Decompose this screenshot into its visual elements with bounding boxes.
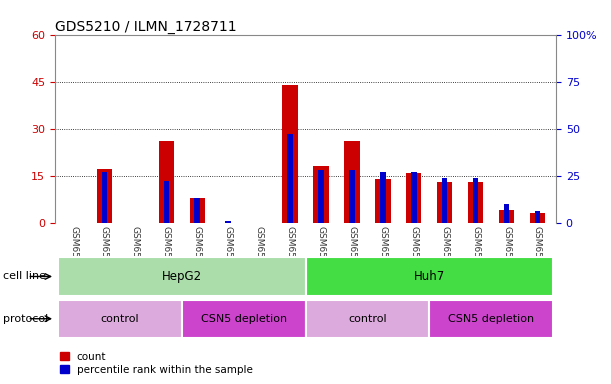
Text: control: control	[348, 314, 387, 324]
Bar	[437, 182, 452, 223]
Text: GSM651297: GSM651297	[471, 227, 480, 281]
Text: Huh7: Huh7	[414, 270, 445, 283]
Bar	[503, 204, 510, 223]
Text: CSN5 depletion: CSN5 depletion	[448, 314, 534, 324]
Text: GSM651294: GSM651294	[378, 227, 387, 281]
Text: GSM651296: GSM651296	[440, 227, 449, 281]
Bar	[349, 170, 354, 223]
Bar	[101, 172, 108, 223]
Bar	[468, 182, 483, 223]
Text: GSM651290: GSM651290	[255, 227, 263, 281]
Bar	[189, 198, 205, 223]
Text: GSM651295: GSM651295	[409, 227, 419, 281]
Bar	[530, 214, 545, 223]
Text: GSM651292: GSM651292	[316, 227, 326, 281]
Text: GDS5210 / ILMN_1728711: GDS5210 / ILMN_1728711	[55, 20, 236, 33]
Text: GSM651298: GSM651298	[502, 227, 511, 281]
Text: GSM651284: GSM651284	[69, 227, 78, 281]
Bar	[182, 300, 306, 338]
Bar	[473, 177, 478, 223]
Bar	[282, 85, 298, 223]
Bar	[429, 300, 553, 338]
Bar	[306, 300, 429, 338]
Bar	[287, 134, 293, 223]
Bar	[97, 169, 112, 223]
Bar	[442, 177, 447, 223]
Bar	[499, 210, 514, 223]
Bar	[380, 172, 386, 223]
Bar	[318, 170, 324, 223]
Text: GSM651287: GSM651287	[162, 227, 171, 281]
Bar	[306, 257, 553, 296]
Text: cell line: cell line	[3, 271, 46, 281]
Text: GSM651285: GSM651285	[100, 227, 109, 281]
Legend: count, percentile rank within the sample: count, percentile rank within the sample	[60, 352, 253, 375]
Text: GSM651299: GSM651299	[533, 227, 542, 281]
Text: GSM651291: GSM651291	[285, 227, 295, 281]
Bar	[225, 221, 231, 223]
Bar	[535, 212, 540, 223]
Bar	[406, 172, 422, 223]
Bar	[159, 141, 174, 223]
Text: control: control	[101, 314, 139, 324]
Text: GSM651286: GSM651286	[131, 227, 140, 281]
Bar	[194, 198, 200, 223]
Bar	[375, 179, 390, 223]
Bar	[58, 257, 306, 296]
Text: protocol: protocol	[3, 314, 48, 324]
Bar	[344, 141, 360, 223]
Text: GSM651288: GSM651288	[192, 227, 202, 281]
Bar	[164, 181, 169, 223]
Text: GSM651293: GSM651293	[348, 227, 356, 281]
Bar	[58, 300, 182, 338]
Text: CSN5 depletion: CSN5 depletion	[200, 314, 287, 324]
Text: HepG2: HepG2	[162, 270, 202, 283]
Text: GSM651289: GSM651289	[224, 227, 233, 281]
Bar	[411, 172, 417, 223]
Bar	[313, 166, 329, 223]
